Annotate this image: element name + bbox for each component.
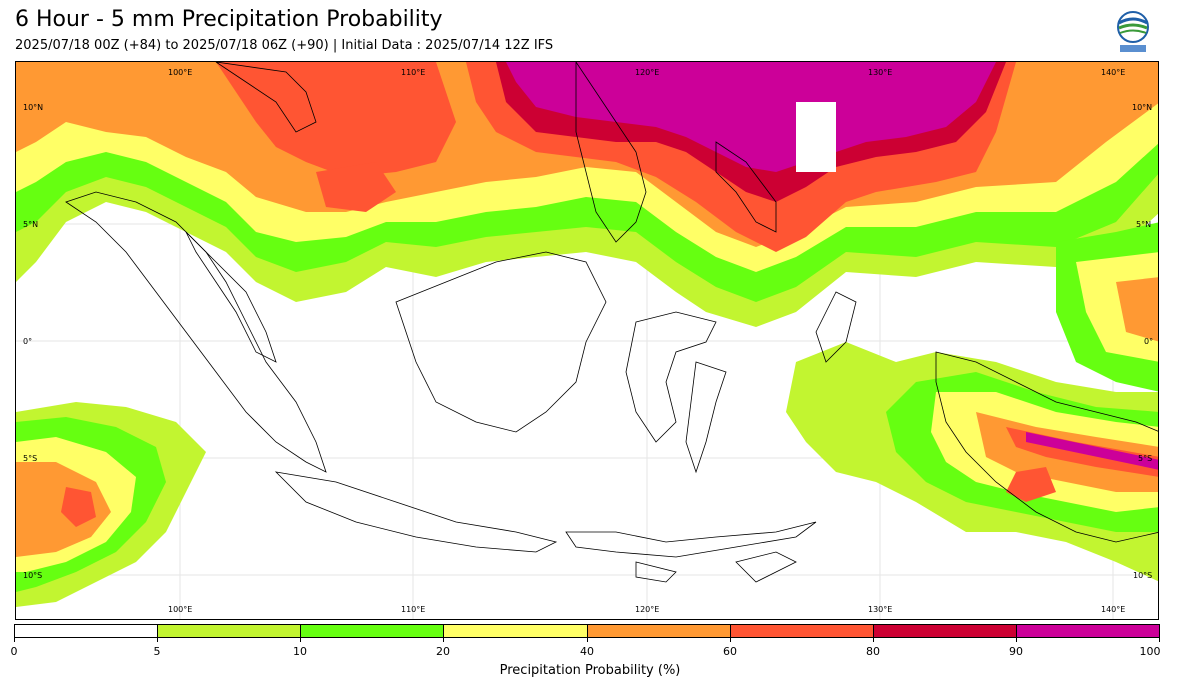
colorbar-segment: [587, 625, 731, 637]
colorbar-segment: [873, 625, 1017, 637]
colorbar-tick-label: 5: [153, 645, 161, 658]
lon-label-bottom: 100°E: [168, 605, 193, 614]
lat-label-left: 5°N: [23, 220, 39, 229]
colorbar-tick-label: 10: [293, 645, 307, 658]
colorbar-tick-label: 40: [580, 645, 594, 658]
colorbar-label: Precipitation Probability (%): [499, 663, 681, 678]
lat-label-right: 10°N: [1132, 103, 1153, 112]
lat-label-right: 5°S: [1138, 454, 1153, 463]
bmkg-logo-icon: [1114, 11, 1152, 55]
precipitation-field-north: [16, 62, 1158, 327]
lat-label-left: 0°: [23, 337, 33, 346]
colorbar-tick-label: 0: [10, 645, 18, 658]
lon-label-top: 140°E: [1101, 68, 1126, 77]
lat-label-left: 10°S: [23, 571, 43, 580]
lon-label-top: 120°E: [635, 68, 660, 77]
colorbar-tick-label: 60: [723, 645, 737, 658]
lon-label-bottom: 120°E: [635, 605, 660, 614]
colorbar-tick-label: 90: [1009, 645, 1023, 658]
lon-label-bottom: 140°E: [1101, 605, 1126, 614]
colorbar: [14, 624, 1160, 638]
lat-label-right: 0°: [1144, 337, 1154, 346]
map-area: 100°E 110°E 120°E 130°E 140°E 100°E 110°…: [15, 61, 1159, 620]
colorbar-segment: [15, 625, 159, 637]
lon-label-top: 110°E: [401, 68, 426, 77]
colorbar-segment: [730, 625, 874, 637]
lat-label-left: 10°N: [23, 103, 44, 112]
precipitation-field-southwest: [16, 402, 206, 607]
lat-label-left: 5°S: [23, 454, 38, 463]
colorbar-segment: [444, 625, 588, 637]
colorbar-tick-label: 20: [436, 645, 450, 658]
precipitation-field-east: [786, 222, 1158, 582]
colorbar-segment: [1016, 625, 1159, 637]
lon-label-top: 130°E: [868, 68, 893, 77]
lon-label-top: 100°E: [168, 68, 193, 77]
colorbar-tick-label: 80: [866, 645, 880, 658]
lon-label-bottom: 130°E: [868, 605, 893, 614]
chart-subtitle: 2025/07/18 00Z (+84) to 2025/07/18 06Z (…: [15, 38, 554, 53]
lat-label-right: 5°N: [1136, 220, 1152, 229]
coastlines: [65, 62, 1158, 583]
chart-title: 6 Hour - 5 mm Precipitation Probability: [15, 7, 443, 32]
lon-label-bottom: 110°E: [401, 605, 426, 614]
colorbar-tick-label: 100: [1139, 645, 1161, 658]
colorbar-segment: [158, 625, 302, 637]
colorbar-segment: [301, 625, 445, 637]
lat-label-right: 10°S: [1133, 571, 1153, 580]
